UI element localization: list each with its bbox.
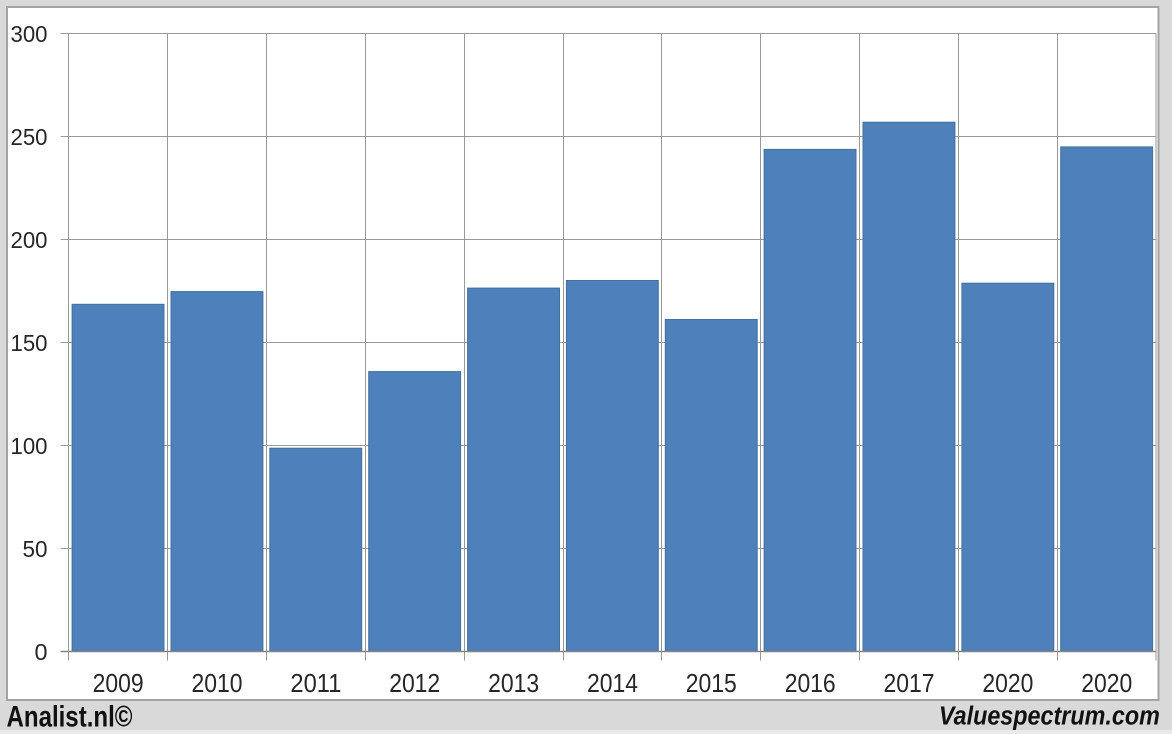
svg-text:250: 250 xyxy=(11,124,48,150)
svg-text:2020: 2020 xyxy=(982,668,1033,698)
svg-text:2009: 2009 xyxy=(93,668,144,698)
svg-text:2017: 2017 xyxy=(884,668,935,698)
svg-text:50: 50 xyxy=(23,536,48,562)
svg-text:150: 150 xyxy=(11,330,48,356)
svg-text:2016: 2016 xyxy=(785,668,836,698)
svg-text:100: 100 xyxy=(11,433,48,459)
svg-text:2013: 2013 xyxy=(488,668,539,698)
svg-text:2015: 2015 xyxy=(686,668,737,698)
svg-text:0: 0 xyxy=(35,639,48,665)
svg-text:2011: 2011 xyxy=(290,668,341,698)
svg-text:2020: 2020 xyxy=(1081,668,1132,698)
svg-text:300: 300 xyxy=(11,21,48,47)
svg-text:Analist.nl©: Analist.nl© xyxy=(7,701,133,734)
svg-text:200: 200 xyxy=(11,227,48,253)
svg-text:2012: 2012 xyxy=(389,668,440,698)
svg-text:2014: 2014 xyxy=(587,668,638,698)
svg-text:Valuespectrum.com: Valuespectrum.com xyxy=(939,702,1160,730)
svg-text:2010: 2010 xyxy=(192,668,243,698)
